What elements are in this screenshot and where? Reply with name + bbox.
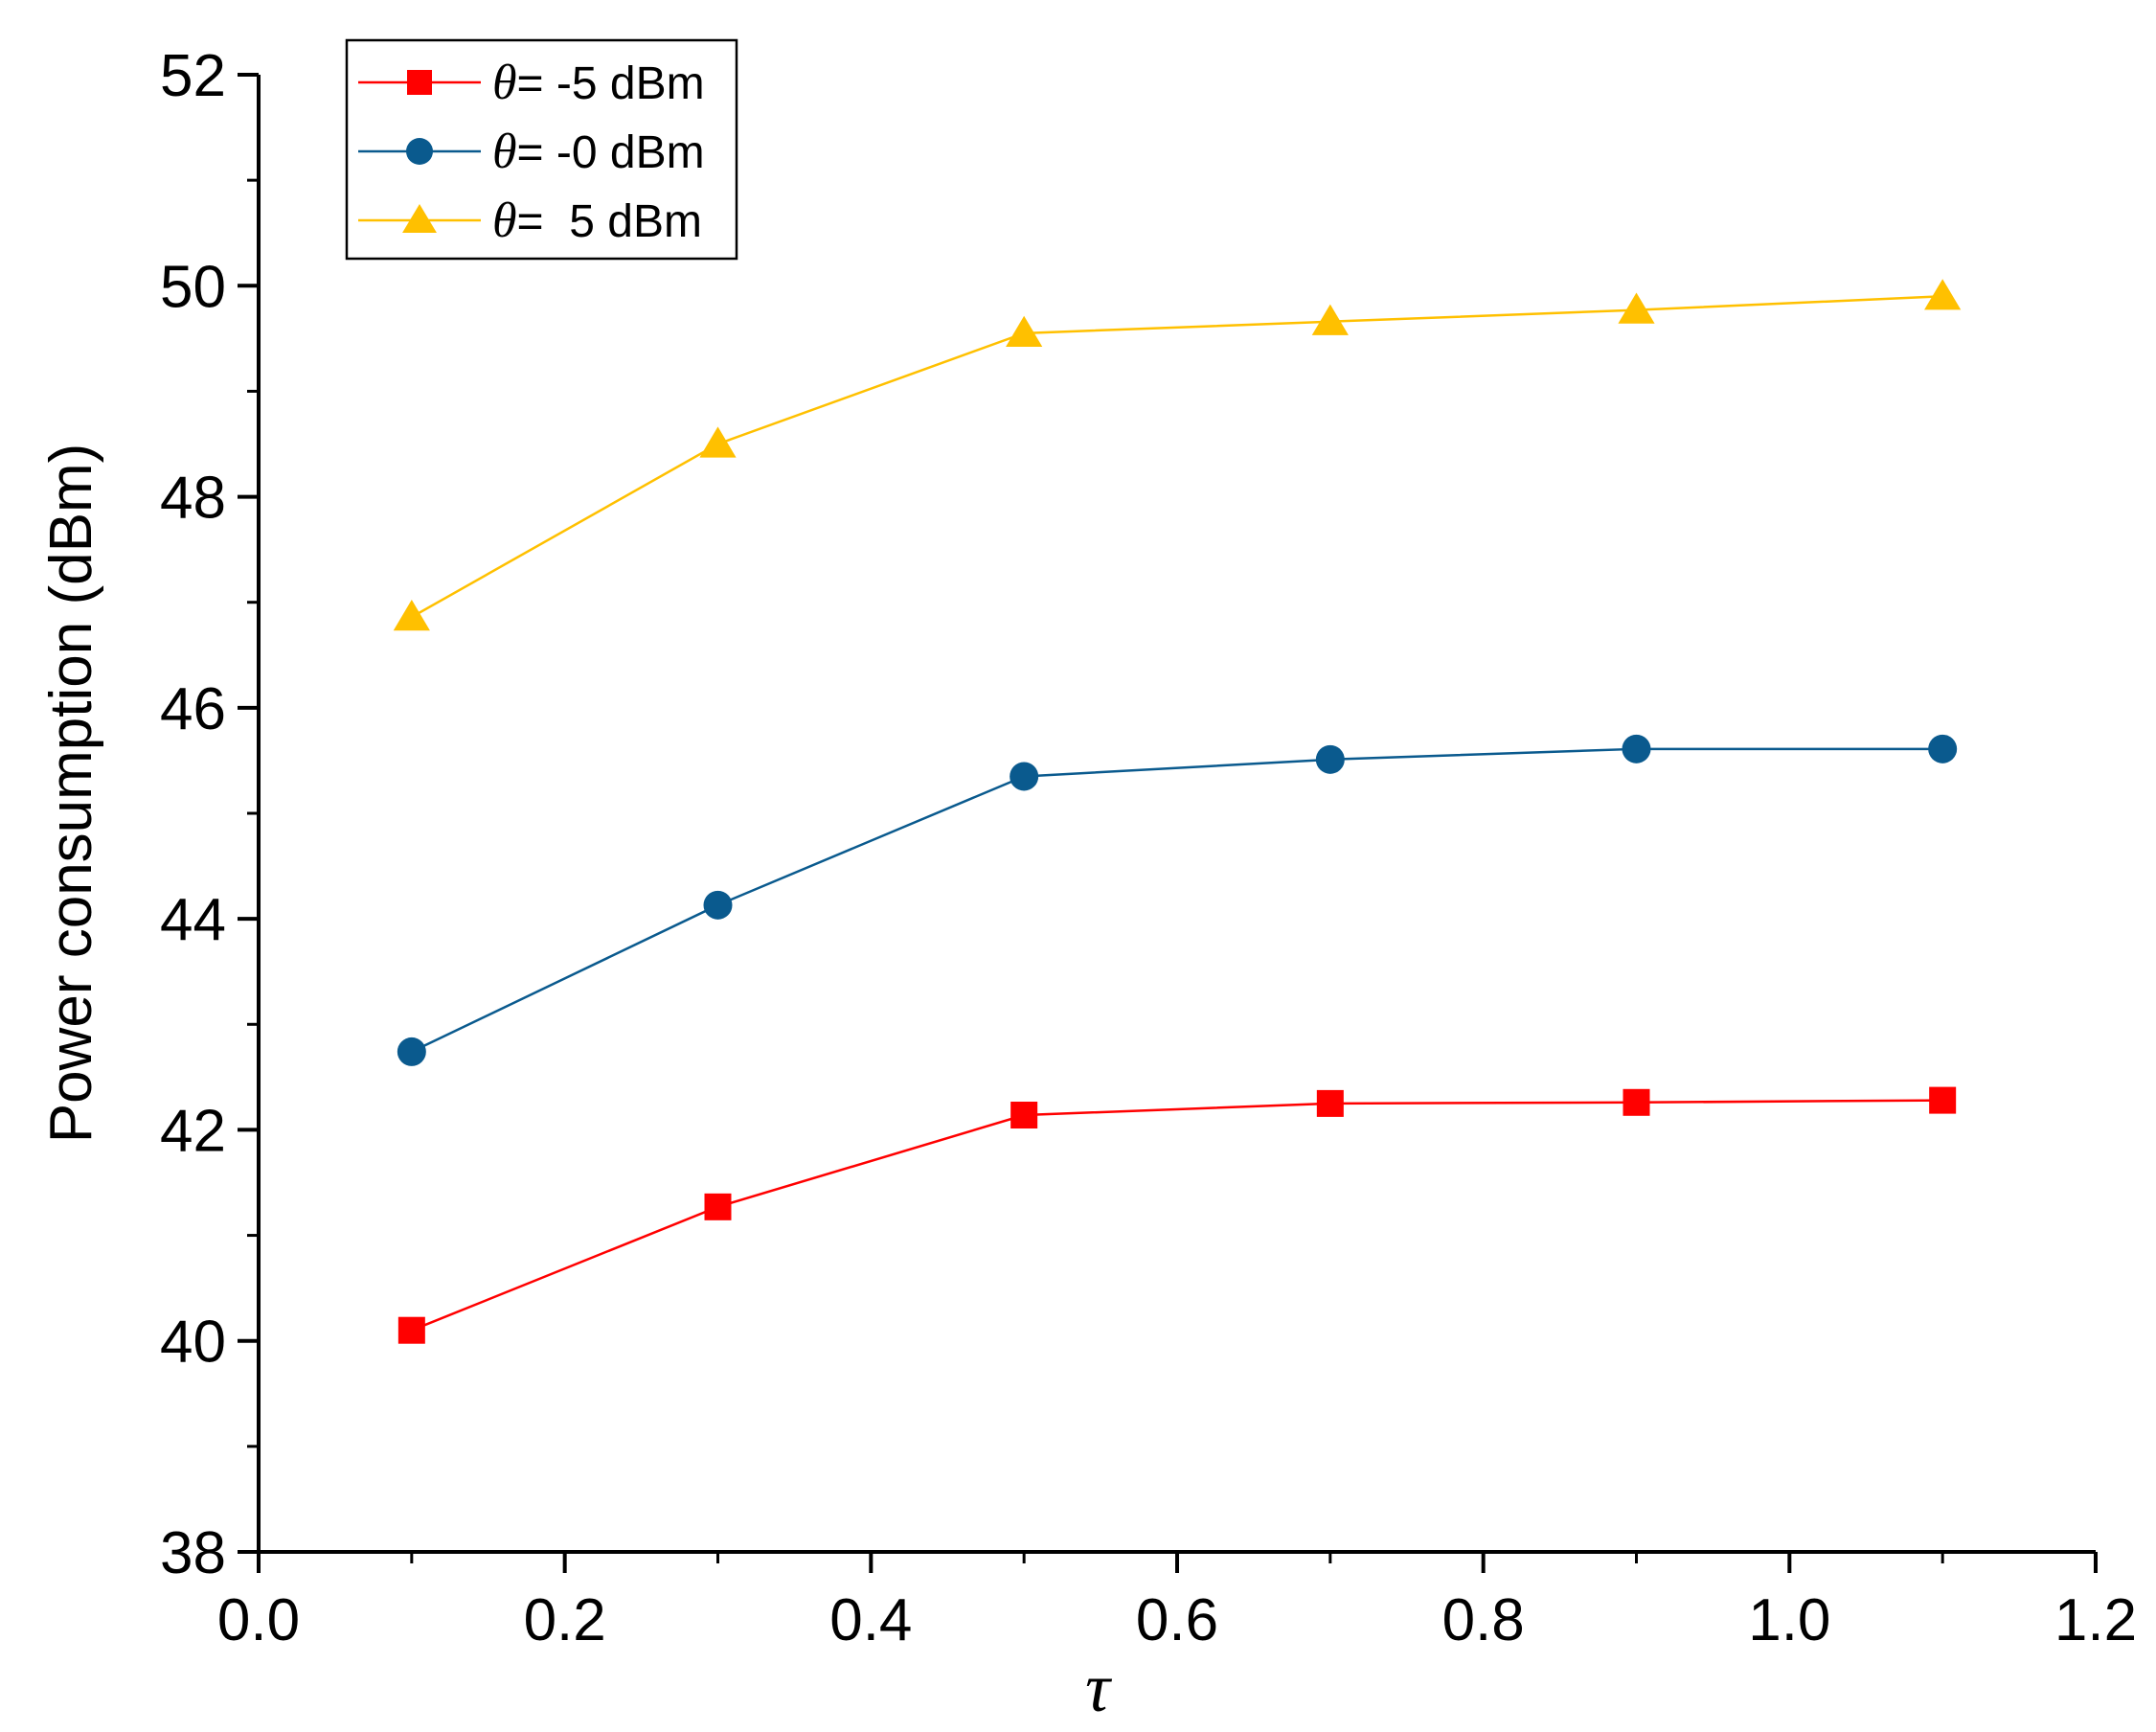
y-tick-label: 42 xyxy=(160,1098,226,1164)
data-point xyxy=(1928,734,1958,763)
y-tick-label: 50 xyxy=(160,254,226,320)
legend-label: θ= -0 dBm xyxy=(492,125,705,179)
data-point xyxy=(704,1193,732,1220)
legend-item: θ= 5 dBm xyxy=(358,194,702,248)
x-tick-label: 0.4 xyxy=(829,1587,912,1653)
legend-marker xyxy=(407,70,432,95)
data-point xyxy=(393,600,430,631)
series-square xyxy=(397,1086,1957,1344)
series-triangle xyxy=(393,279,1962,631)
y-tick-label: 44 xyxy=(160,887,226,953)
data-point xyxy=(1315,744,1345,774)
legend-item: θ= -5 dBm xyxy=(358,56,705,110)
legend-label: θ= 5 dBm xyxy=(492,194,702,248)
legend-value-text: = -0 dBm xyxy=(517,127,705,178)
data-point xyxy=(1618,292,1655,324)
data-point xyxy=(1006,315,1043,347)
series-circle xyxy=(397,734,1958,1066)
data-point xyxy=(703,890,733,920)
x-tick-label: 1.0 xyxy=(1748,1587,1830,1653)
data-point xyxy=(1924,279,1962,310)
y-tick-label: 40 xyxy=(160,1310,226,1376)
x-tick-label: 0.6 xyxy=(1136,1587,1218,1653)
x-axis-title: τ xyxy=(1085,1650,1112,1726)
data-point xyxy=(1010,1102,1038,1129)
series-line xyxy=(411,1099,1943,1332)
legend-theta-symbol: θ xyxy=(492,125,517,179)
series-line xyxy=(411,295,1943,619)
legend-label: θ= -5 dBm xyxy=(492,56,705,110)
legend-item: θ= -0 dBm xyxy=(358,125,705,179)
data-point xyxy=(397,1316,425,1344)
data-point xyxy=(1010,762,1039,791)
data-point xyxy=(397,1037,426,1066)
y-axis-title: Power consumption (dBm) xyxy=(38,444,104,1144)
data-point xyxy=(699,426,737,458)
legend-value-text: = 5 dBm xyxy=(517,196,702,247)
x-tick-label: 1.2 xyxy=(2054,1587,2137,1653)
legend-marker xyxy=(406,138,433,165)
y-tick-label: 38 xyxy=(160,1520,226,1586)
y-tick-label: 52 xyxy=(160,43,226,109)
x-tick-label: 0.8 xyxy=(1442,1587,1525,1653)
x-tick-label: 0.0 xyxy=(217,1587,300,1653)
y-tick-label: 46 xyxy=(160,676,226,742)
data-point xyxy=(1316,1089,1344,1117)
data-point xyxy=(1929,1086,1957,1114)
series-layer xyxy=(393,279,1962,1344)
data-point xyxy=(1311,304,1349,335)
data-point xyxy=(1623,1088,1650,1116)
legend-theta-symbol: θ xyxy=(492,56,517,110)
legend-marker xyxy=(402,204,437,233)
x-tick-label: 0.2 xyxy=(524,1587,606,1653)
legend-value-text: = -5 dBm xyxy=(517,58,705,109)
axes: 0.0 0.2 0.4 0.6 0.8 1.0 1.2 38 40 42 44 46 48 50 52 xyxy=(160,43,2137,1653)
series-line xyxy=(411,747,1943,1054)
legend-theta-symbol: θ xyxy=(492,194,517,248)
data-point xyxy=(1622,734,1651,763)
y-tick-label: 48 xyxy=(160,466,226,532)
